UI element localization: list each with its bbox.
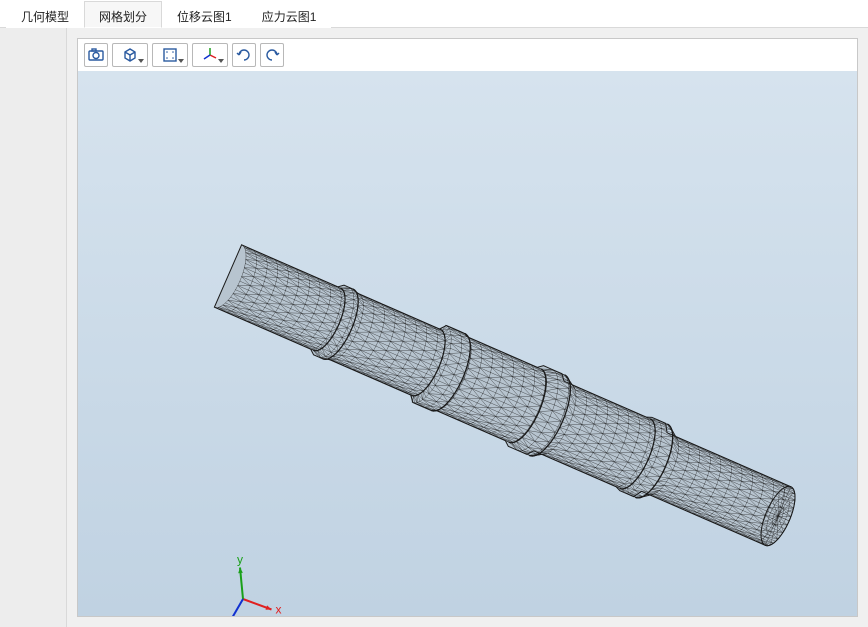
tab-stress[interactable]: 应力云图1: [247, 1, 332, 28]
left-sidebar: [0, 28, 67, 627]
svg-text:x: x: [276, 603, 282, 617]
fit-view-icon[interactable]: [152, 43, 188, 67]
viewport-panel: xyz: [77, 38, 858, 617]
svg-text:y: y: [237, 553, 243, 567]
viewport-container: xyz: [67, 28, 868, 627]
rotate-ccw-icon[interactable]: [260, 43, 284, 67]
axes-icon[interactable]: [192, 43, 228, 67]
box-view-icon[interactable]: [112, 43, 148, 67]
work-area: xyz: [0, 28, 868, 627]
tab-mesh[interactable]: 网格划分: [84, 1, 162, 28]
snapshot-icon[interactable]: [84, 43, 108, 67]
tab-bar: 几何模型网格划分位移云图1应力云图1: [0, 0, 868, 28]
rotate-cw-icon[interactable]: [232, 43, 256, 67]
3d-canvas[interactable]: xyz: [78, 71, 857, 616]
tab-disp[interactable]: 位移云图1: [162, 1, 247, 28]
tab-geometry[interactable]: 几何模型: [6, 1, 84, 28]
view-toolbar: [78, 39, 857, 71]
